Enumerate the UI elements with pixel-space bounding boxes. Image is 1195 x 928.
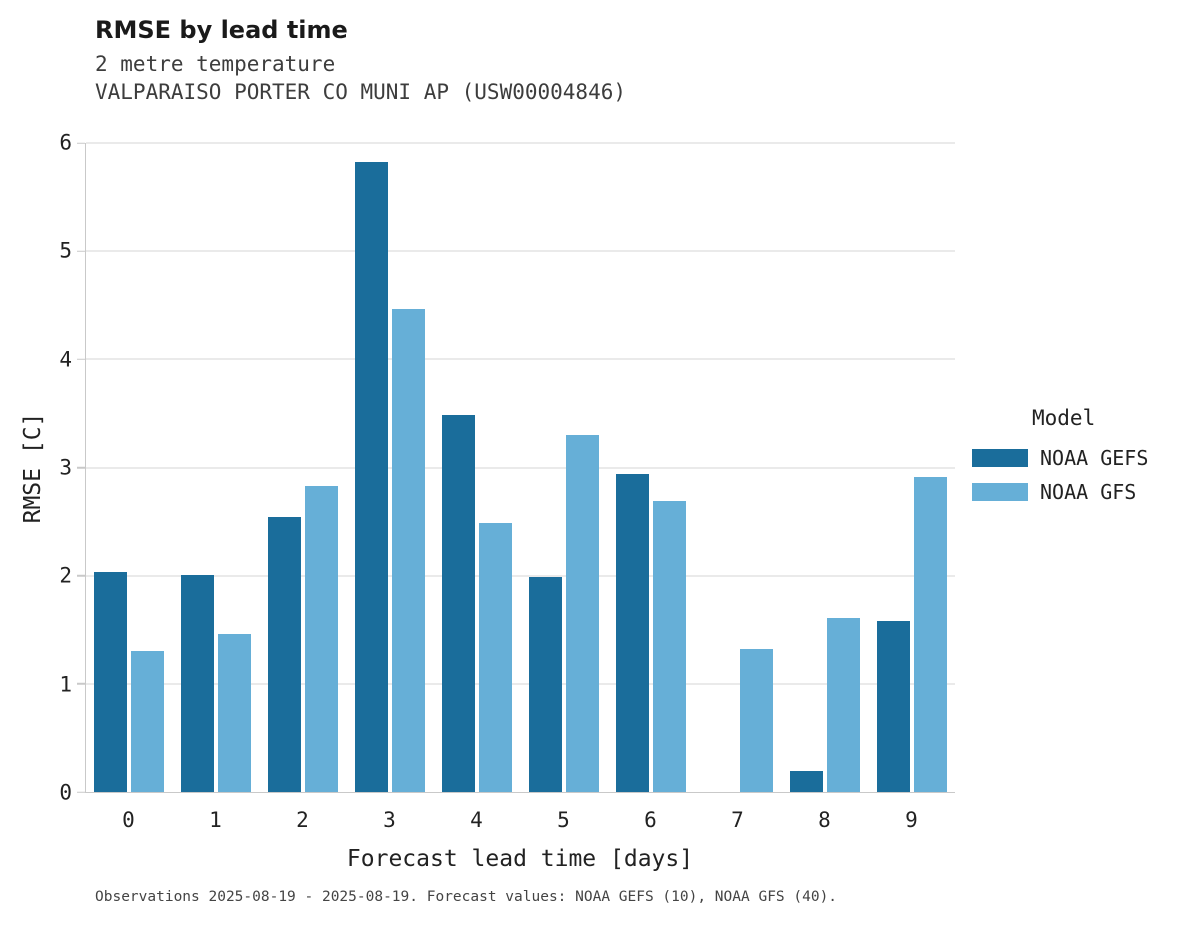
bar-noaa-gefs-lead-0 bbox=[94, 572, 128, 792]
bar-noaa-gfs-lead-5 bbox=[565, 435, 599, 792]
y-tickmark-6 bbox=[77, 142, 85, 144]
bar-group-lead-3 bbox=[347, 143, 434, 792]
gridline-y-5 bbox=[86, 250, 955, 252]
legend-swatch-noaa-gefs bbox=[972, 449, 1028, 467]
bar-group-lead-7 bbox=[694, 143, 781, 792]
bar-group-lead-8 bbox=[781, 143, 868, 792]
legend-entry-noaa-gefs: NOAA GEFS bbox=[972, 446, 1192, 470]
bar-noaa-gfs-lead-7 bbox=[739, 649, 773, 792]
y-tickmark-2 bbox=[77, 574, 85, 577]
bar-noaa-gfs-lead-9 bbox=[913, 477, 947, 792]
bar-noaa-gfs-lead-1 bbox=[218, 634, 252, 792]
footer-caption: Observations 2025-08-19 - 2025-08-19. Fo… bbox=[95, 889, 838, 905]
bar-group-lead-9 bbox=[868, 143, 955, 792]
bar-noaa-gefs-lead-8 bbox=[789, 771, 823, 792]
bar-noaa-gfs-lead-2 bbox=[305, 485, 339, 792]
bar-noaa-gfs-lead-4 bbox=[479, 522, 513, 792]
legend-entry-noaa-gfs: NOAA GFS bbox=[972, 480, 1192, 504]
x-tick-label-5: 5 bbox=[557, 808, 570, 832]
y-tickmark-4 bbox=[77, 358, 85, 361]
bar-noaa-gefs-lead-5 bbox=[528, 576, 562, 792]
x-tick-label-3: 3 bbox=[383, 808, 396, 832]
legend-entries: NOAA GEFS NOAA GFS bbox=[972, 446, 1192, 504]
legend-swatch-noaa-gfs bbox=[972, 483, 1028, 501]
y-tick-label-4: 4 bbox=[59, 347, 72, 372]
y-tickmark-0 bbox=[77, 791, 85, 793]
gridline-y-4 bbox=[86, 358, 955, 360]
y-tick-label-3: 3 bbox=[59, 455, 72, 480]
bar-noaa-gefs-lead-9 bbox=[876, 621, 910, 792]
x-tick-label-6: 6 bbox=[644, 808, 657, 832]
bar-noaa-gefs-lead-1 bbox=[181, 574, 215, 792]
bar-noaa-gfs-lead-6 bbox=[652, 501, 686, 792]
bar-group-lead-6 bbox=[607, 143, 694, 792]
legend-title: Model bbox=[1032, 406, 1096, 430]
bar-group-lead-0 bbox=[86, 143, 173, 792]
bar-noaa-gefs-lead-6 bbox=[615, 474, 649, 792]
chart-subtitle-variable: 2 metre temperature bbox=[95, 52, 336, 76]
gridline-y-3 bbox=[86, 467, 955, 468]
y-tickmark-5 bbox=[77, 250, 85, 252]
y-tick-label-5: 5 bbox=[59, 238, 72, 263]
bar-noaa-gefs-lead-4 bbox=[442, 414, 476, 792]
y-tick-label-1: 1 bbox=[59, 672, 72, 697]
x-tick-label-8: 8 bbox=[818, 808, 831, 832]
y-tick-label-0: 0 bbox=[59, 780, 72, 805]
legend-label-noaa-gfs: NOAA GFS bbox=[1040, 480, 1137, 504]
legend: Model NOAA GEFS NOAA GFS bbox=[972, 406, 1192, 514]
y-tick-label-6: 6 bbox=[59, 130, 72, 155]
chart-title: RMSE by lead time bbox=[95, 16, 348, 44]
bar-noaa-gfs-lead-3 bbox=[392, 308, 426, 792]
x-tick-label-1: 1 bbox=[209, 808, 222, 832]
x-tick-label-4: 4 bbox=[470, 808, 483, 832]
bar-group-lead-4 bbox=[434, 143, 521, 792]
bar-noaa-gefs-lead-3 bbox=[355, 162, 389, 792]
x-tick-label-2: 2 bbox=[296, 808, 309, 832]
x-tick-label-7: 7 bbox=[731, 808, 744, 832]
plot-area bbox=[77, 142, 955, 793]
y-tickmark-1 bbox=[77, 683, 85, 685]
x-tick-label-0: 0 bbox=[122, 808, 135, 832]
gridline-y-2 bbox=[86, 575, 955, 577]
x-axis-label: Forecast lead time [days] bbox=[346, 846, 694, 872]
y-tickmark-3 bbox=[77, 466, 85, 469]
bar-noaa-gefs-lead-2 bbox=[268, 517, 302, 792]
bar-group-lead-5 bbox=[521, 143, 608, 792]
y-tick-label-2: 2 bbox=[59, 563, 72, 588]
gridline-y-1 bbox=[86, 683, 955, 685]
y-axis-ticks: 0 1 2 3 4 5 6 bbox=[0, 132, 72, 803]
bar-group-lead-1 bbox=[173, 143, 260, 792]
gridline-y-6 bbox=[86, 142, 955, 144]
x-axis-ticks: 0 1 2 3 4 5 6 7 8 9 bbox=[85, 808, 955, 832]
x-tick-label-9: 9 bbox=[905, 808, 918, 832]
bar-noaa-gfs-lead-8 bbox=[826, 617, 860, 792]
bar-noaa-gfs-lead-0 bbox=[131, 651, 165, 792]
chart-subtitle-station: VALPARAISO PORTER CO MUNI AP (USW0000484… bbox=[95, 80, 627, 104]
bar-group-lead-2 bbox=[260, 143, 347, 792]
legend-label-noaa-gefs: NOAA GEFS bbox=[1040, 446, 1149, 470]
